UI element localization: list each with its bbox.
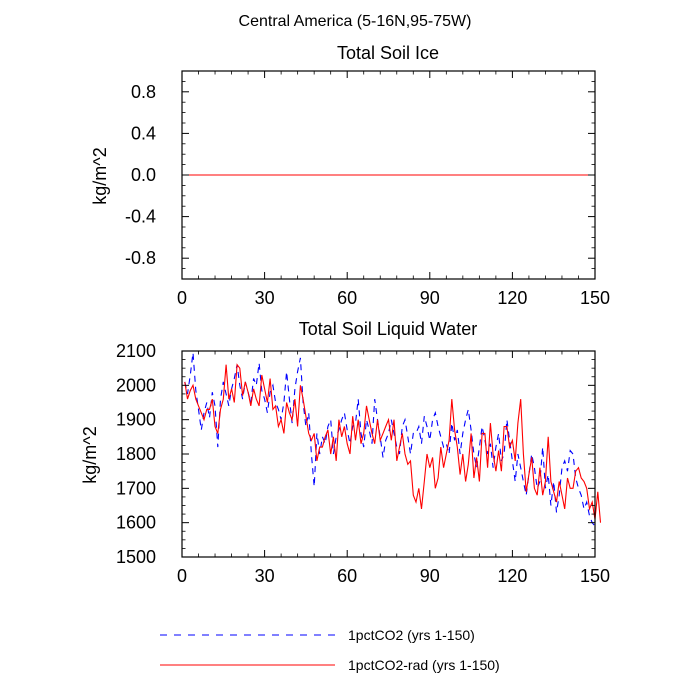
y-tick-label-soil-liquid-water: 2000 — [116, 375, 156, 395]
legend: 1pctCO2 (yrs 1-150) 1pctCO2-rad (yrs 1-1… — [160, 627, 500, 673]
panel-title-soil-ice: Total Soil Ice — [337, 43, 439, 63]
plot-frame-soil-liquid-water — [181, 350, 596, 558]
y-axis-label-soil-liquid-water: kg/m^2 — [80, 426, 100, 483]
y-tick-label-soil-liquid-water: 2100 — [116, 341, 156, 361]
x-tick-label-soil-ice: 60 — [337, 288, 357, 308]
y-tick-label-soil-ice: 0.8 — [131, 82, 156, 102]
panel-soil-liquid-water: Total Soil Liquid Water kg/m^2 0 30 60 90 12… — [80, 319, 610, 586]
x-tick-label-soil-liquid-water: 60 — [337, 566, 357, 586]
panel-title-soil-liquid-water: Total Soil Liquid Water — [299, 319, 477, 339]
x-tick-label-soil-liquid-water: 90 — [420, 566, 440, 586]
x-tick-label-soil-ice: 150 — [580, 288, 610, 308]
x-tick-label-soil-ice: 0 — [177, 288, 187, 308]
y-tick-label-soil-ice: 0.0 — [131, 165, 156, 185]
x-tick-label-soil-ice: 120 — [497, 288, 527, 308]
x-tick-label-soil-liquid-water: 120 — [497, 566, 527, 586]
legend-label-1pctco2: 1pctCO2 (yrs 1-150) — [348, 627, 475, 643]
x-tick-label-soil-liquid-water: 150 — [580, 566, 610, 586]
x-tick-label-soil-ice: 90 — [420, 288, 440, 308]
y-tick-label-soil-liquid-water: 1500 — [116, 547, 156, 567]
x-tick-label-soil-liquid-water: 0 — [177, 566, 187, 586]
series-line-soil-liquid-water-1pctco2-rad — [184, 363, 602, 523]
y-tick-label-soil-liquid-water: 1600 — [116, 513, 156, 533]
y-tick-label-soil-liquid-water: 1700 — [116, 478, 156, 498]
x-tick-label-soil-liquid-water: 30 — [255, 566, 275, 586]
legend-label-1pctco2-rad: 1pctCO2-rad (yrs 1-150) — [348, 657, 500, 673]
y-axis-label-soil-ice: kg/m^2 — [90, 147, 110, 204]
x-tick-label-soil-ice: 30 — [255, 288, 275, 308]
y-tick-label-soil-ice: -0.4 — [125, 207, 156, 227]
y-tick-label-soil-ice: 0.4 — [131, 123, 156, 143]
y-tick-label-soil-liquid-water: 1800 — [116, 444, 156, 464]
figure-suptitle: Central America (5-16N,95-75W) — [239, 13, 472, 30]
series-line-soil-liquid-water-1pctco2 — [184, 352, 596, 527]
y-tick-label-soil-ice: -0.8 — [125, 248, 156, 268]
y-tick-label-soil-liquid-water: 1900 — [116, 410, 156, 430]
panel-soil-ice: Total Soil Ice kg/m^2 0 30 60 90 120 150 -0.8 -… — [90, 43, 610, 308]
